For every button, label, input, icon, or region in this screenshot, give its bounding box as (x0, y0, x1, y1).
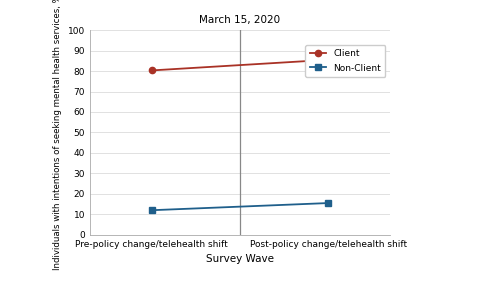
Client (325, 58, 331, 62)
Non-Client (149, 208, 155, 212)
Title: March 15, 2020: March 15, 2020 (200, 15, 280, 25)
Legend: Client, Non-Client: Client, Non-Client (305, 45, 386, 77)
Non-Client (325, 201, 331, 205)
Y-axis label: Individuals with intentions of seeking mental health services, %: Individuals with intentions of seeking m… (54, 0, 62, 270)
Client (149, 69, 155, 72)
Line: Non-Client: Non-Client (148, 200, 332, 213)
Line: Client: Client (148, 57, 332, 73)
X-axis label: Survey Wave: Survey Wave (206, 254, 274, 264)
